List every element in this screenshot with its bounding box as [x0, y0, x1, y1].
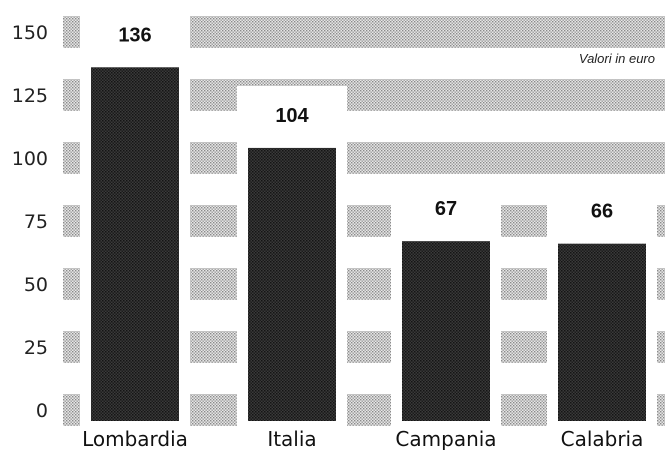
category-label: Lombardia	[82, 427, 188, 450]
category-label: Calabria	[561, 427, 644, 450]
y-axis-ticks: 0 25 50 75 100 125 150	[12, 22, 48, 422]
value-label: 136	[118, 24, 151, 46]
category-label: Italia	[267, 427, 316, 450]
y-tick-label: 75	[24, 211, 48, 233]
y-tick-label: 150	[12, 22, 48, 44]
value-label: 66	[591, 201, 613, 223]
units-note: Valori in euro	[579, 51, 655, 66]
bar-calabria	[558, 243, 646, 421]
y-tick-label: 100	[12, 148, 48, 170]
y-tick-label: 50	[24, 274, 48, 296]
x-axis-labels: Lombardia Italia Campania Calabria	[82, 427, 643, 450]
y-tick-label: 0	[36, 400, 48, 422]
y-tick-label: 25	[24, 337, 48, 359]
value-label: 67	[435, 198, 457, 220]
bars	[91, 67, 646, 422]
bar-italia	[248, 147, 336, 422]
bar-campania	[402, 241, 490, 421]
value-labels: 136 104 67 66	[118, 24, 613, 222]
bar-lombardia	[91, 67, 179, 421]
category-label: Campania	[395, 427, 496, 450]
value-label: 104	[275, 105, 309, 127]
y-tick-label: 125	[12, 85, 48, 107]
